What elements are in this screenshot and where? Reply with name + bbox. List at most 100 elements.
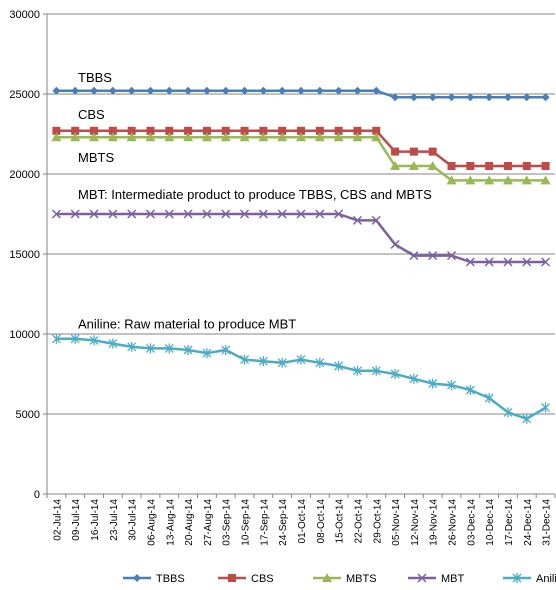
data-point-aniline [465, 385, 475, 395]
data-point-aniline [541, 402, 551, 413]
data-point-mbt [240, 209, 250, 219]
data-point-aniline [240, 354, 250, 365]
data-point-tbbs [90, 86, 99, 95]
data-point-tbbs [353, 86, 362, 95]
data-point-mbt [503, 257, 513, 267]
data-point-mbts [164, 132, 175, 142]
data-point-mbts [465, 175, 476, 185]
data-point-mbts [333, 132, 344, 142]
data-point-mbts [314, 132, 325, 142]
data-point-mbts [126, 132, 137, 142]
x-tick-label: 02-Jul-14 [52, 499, 63, 541]
data-point-mbt [277, 209, 287, 219]
data-point-mbt [296, 209, 306, 219]
data-point-cbs [278, 126, 287, 135]
x-tick-label: 10-Dec-14 [485, 499, 496, 546]
data-point-tbbs [202, 86, 211, 95]
x-tick-label: 27-Aug-14 [203, 499, 214, 546]
data-point-mbts [183, 132, 194, 142]
x-tick-label: 09-Jul-14 [71, 499, 82, 541]
data-point-aniline [258, 356, 268, 367]
data-point-aniline [89, 335, 99, 346]
x-tick-label: 26-Nov-14 [448, 499, 459, 546]
x-tick-label: 13-Aug-14 [165, 499, 176, 546]
data-point-mbt [409, 251, 419, 261]
legend-marker [228, 574, 236, 582]
data-point-cbs [503, 162, 512, 170]
data-point-mbt [334, 209, 344, 219]
x-tick-label: 24-Dec-14 [523, 499, 534, 546]
data-point-mbt [315, 209, 325, 219]
data-point-aniline [371, 365, 381, 376]
data-point-cbs [90, 126, 99, 135]
data-point-tbbs [447, 93, 456, 102]
data-point-mbts [296, 132, 306, 142]
data-point-mbts [390, 161, 401, 170]
data-point-cbs [221, 126, 230, 135]
data-point-mbts [408, 161, 419, 170]
series-line-aniline [56, 337, 547, 421]
legend-marker [417, 573, 427, 583]
legend-item-aniline: Aniline [503, 573, 556, 585]
data-point-cbs [146, 126, 155, 135]
x-axis-ticks: 02-Jul-14 09-Jul-14 16-Jul-14 23-Jul-14 30-J… [46, 494, 556, 546]
legend-marker [512, 573, 522, 583]
y-tick-label: 5000 [16, 409, 40, 421]
data-point-mbts [427, 161, 438, 170]
data-point-cbs [541, 162, 550, 170]
annotations: TBBS CBS MBTS MBT: Intermediate product to … [78, 70, 432, 331]
data-point-aniline [296, 354, 306, 365]
series-cbs [52, 126, 550, 170]
y-tick-label: 25000 [9, 89, 40, 101]
data-point-aniline [127, 341, 137, 352]
data-point-tbbs [503, 93, 512, 102]
data-point-mbts [51, 132, 62, 142]
data-point-mbts [502, 175, 513, 185]
y-tick-label: 30000 [9, 9, 40, 21]
x-tick-label: 23-Jul-14 [109, 499, 120, 541]
data-point-mbts [89, 132, 100, 142]
legend-item-mbts: MBTS [313, 573, 377, 585]
data-point-mbts [446, 175, 457, 185]
data-point-mbt [70, 209, 80, 219]
data-point-tbbs [108, 86, 117, 95]
data-point-cbs [391, 147, 400, 156]
x-tick-label: 17-Dec-14 [504, 499, 515, 546]
data-point-mbt [390, 239, 400, 249]
series-line-mbt [56, 212, 546, 264]
legend-marker [322, 573, 332, 582]
data-point-mbt [183, 209, 193, 219]
data-point-tbbs [127, 86, 136, 95]
data-point-cbs [315, 126, 324, 135]
x-tick-label: 19-Nov-14 [429, 499, 440, 546]
data-point-cbs [522, 162, 531, 170]
data-point-mbt [541, 257, 551, 267]
data-point-mbt [145, 209, 156, 219]
data-point-mbts [371, 132, 382, 142]
legend-item-mbt: MBT [408, 573, 465, 585]
data-point-tbbs [278, 86, 287, 95]
y-axis-ticks: 0 5000 10000 15000 20000 25000 30000 [9, 9, 47, 501]
data-point-mbts [239, 132, 250, 142]
data-point-tbbs [259, 86, 268, 95]
data-point-mbt [164, 209, 174, 219]
data-point-aniline [447, 380, 456, 391]
data-point-cbs [297, 126, 305, 135]
data-point-aniline [409, 373, 419, 384]
x-tick-label: 05-Nov-14 [391, 499, 402, 546]
data-point-tbbs [391, 93, 400, 102]
legend-item-cbs: CBS [218, 573, 274, 585]
x-tick-label: 01-Oct-14 [297, 499, 308, 544]
data-point-tbbs [428, 93, 437, 102]
data-point-aniline [277, 357, 287, 368]
data-point-mbts [540, 175, 551, 185]
series-layer [51, 86, 551, 424]
data-point-mbts [201, 132, 212, 142]
data-point-cbs [71, 126, 80, 135]
data-point-aniline [522, 413, 532, 424]
x-tick-label: 03-Sep-14 [222, 499, 233, 546]
x-tick-label: 10-Sep-14 [241, 499, 252, 546]
annotation-cbs: CBS [78, 107, 105, 122]
legend-label: MBTS [346, 573, 377, 585]
